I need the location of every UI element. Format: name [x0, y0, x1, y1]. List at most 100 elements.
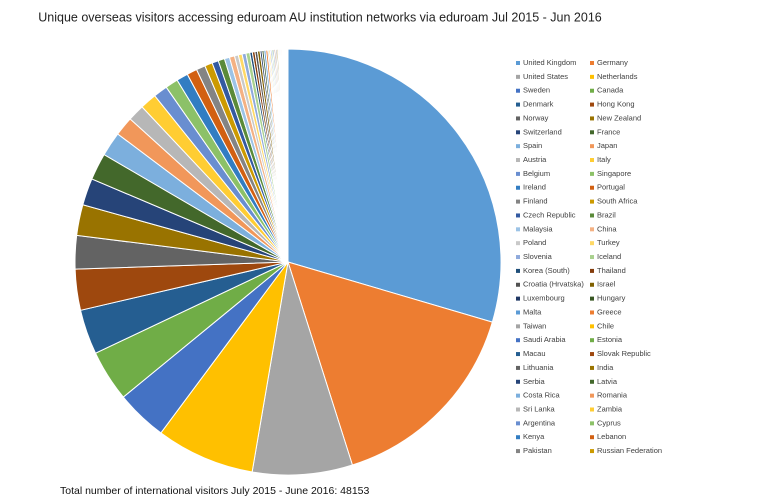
legend-label: France [597, 127, 620, 136]
legend-swatch [590, 116, 594, 121]
pie-slice [286, 48, 289, 263]
legend-label: Hong Kong [597, 100, 635, 109]
legend-swatch [590, 338, 594, 343]
legend-label: Lithuania [523, 363, 554, 372]
legend-swatch [516, 102, 520, 107]
legend-label: Pakistan [523, 446, 552, 455]
legend-label: Estonia [597, 335, 623, 344]
legend-swatch [590, 213, 594, 218]
legend-swatch [516, 171, 520, 176]
legend-label: China [597, 224, 617, 233]
legend-label: India [597, 363, 614, 372]
legend-label: Poland [523, 238, 546, 247]
pie-slice [287, 48, 502, 323]
legend-swatch [516, 296, 520, 301]
legend-swatch [590, 227, 594, 232]
legend-label: New Zealand [597, 113, 641, 122]
legend-label: Netherlands [597, 72, 638, 81]
legend-label: Israel [597, 280, 616, 289]
legend-swatch [516, 282, 520, 287]
legend-label: Serbia [523, 377, 546, 386]
legend-label: Slovak Republic [597, 349, 651, 358]
legend-label: Luxembourg [523, 294, 565, 303]
legend-label: Norway [523, 113, 549, 122]
legend-label: Latvia [597, 377, 618, 386]
legend-swatch [516, 435, 520, 440]
legend-label: Zambia [597, 404, 623, 413]
legend-label: United States [523, 72, 568, 81]
legend-label: Iceland [597, 252, 621, 261]
legend-label: Chile [597, 321, 614, 330]
legend-label: Romania [597, 391, 628, 400]
legend-label: Italy [597, 155, 611, 164]
legend-swatch [590, 241, 594, 246]
legend-label: Czech Republic [523, 210, 576, 219]
legend-label: Belgium [523, 169, 550, 178]
legend-swatch [516, 227, 520, 232]
legend-swatch [516, 158, 520, 163]
legend-swatch [516, 199, 520, 204]
legend-swatch [516, 130, 520, 135]
legend-swatch [590, 158, 594, 163]
pie-slice [251, 261, 354, 476]
legend-swatch [516, 379, 520, 384]
legend-swatch [590, 449, 594, 454]
legend-label: Portugal [597, 183, 625, 192]
legend-swatch [516, 213, 520, 218]
legend-label: Korea (South) [523, 266, 570, 275]
legend-swatch [516, 144, 520, 149]
legend-swatch [516, 310, 520, 315]
legend-label: Costa Rica [523, 391, 561, 400]
legend-label: Finland [523, 197, 548, 206]
legend-swatch [590, 199, 594, 204]
legend-label: Saudi Arabia [523, 335, 566, 344]
legend-label: Turkey [597, 238, 620, 247]
legend-swatch [516, 449, 520, 454]
legend-swatch [590, 310, 594, 315]
legend-label: Singapore [597, 169, 631, 178]
legend-swatch [590, 185, 594, 190]
legend-label: Japan [597, 141, 617, 150]
legend-swatch [590, 130, 594, 135]
legend-swatch [590, 282, 594, 287]
legend-swatch [590, 144, 594, 149]
legend-swatch [516, 268, 520, 273]
legend-label: Malta [523, 307, 542, 316]
legend-label: Croatia (Hrvatska) [523, 280, 584, 289]
legend-label: Ireland [523, 183, 546, 192]
legend-swatch [516, 74, 520, 79]
legend-swatch [590, 102, 594, 107]
legend-label: Lebanon [597, 432, 626, 441]
legend-label: Sweden [523, 86, 550, 95]
legend-swatch [590, 352, 594, 357]
legend-swatch [516, 338, 520, 343]
legend-label: Denmark [523, 100, 554, 109]
pie-slice [160, 261, 289, 473]
legend-swatch [516, 61, 520, 65]
legend-swatch [590, 171, 594, 176]
legend-swatch [516, 407, 520, 412]
legend-label: Taiwan [523, 321, 546, 330]
legend-swatch [590, 324, 594, 329]
legend-swatch [516, 393, 520, 398]
legend-label: Macau [523, 349, 546, 358]
legend-swatch [590, 435, 594, 440]
legend-label: Spain [523, 141, 542, 150]
legend-label: Kenya [523, 432, 545, 441]
legend-swatch [590, 407, 594, 412]
legend-swatch [590, 74, 594, 79]
legend-swatch [590, 393, 594, 398]
legend-label: Canada [597, 86, 624, 95]
legend-swatch [516, 324, 520, 329]
legend-label: Cyprus [597, 418, 621, 427]
legend-swatch [516, 88, 520, 93]
legend-swatch [590, 255, 594, 260]
legend-label: South Africa [597, 197, 638, 206]
legend-label: Argentina [523, 418, 556, 427]
legend-label: Germany [597, 58, 628, 67]
legend-label: Malaysia [523, 224, 553, 233]
legend-label: Austria [523, 155, 547, 164]
legend-swatch [590, 268, 594, 273]
legend-swatch [516, 185, 520, 190]
